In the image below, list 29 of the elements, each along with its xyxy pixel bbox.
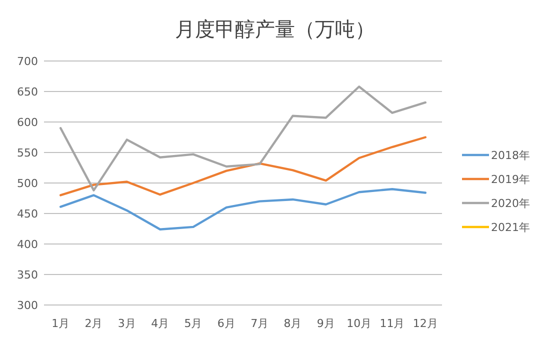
y-tick-label: 500	[17, 177, 38, 190]
legend-label: 2018年	[491, 149, 530, 162]
x-tick-label: 3月	[118, 317, 136, 330]
y-tick-label: 300	[17, 299, 38, 312]
x-tick-label: 5月	[184, 317, 202, 330]
x-tick-label: 11月	[380, 317, 405, 330]
y-tick-label: 350	[17, 268, 38, 282]
legend-label: 2020年	[491, 197, 530, 210]
x-tick-label: 6月	[217, 317, 236, 330]
y-tick-label: 700	[17, 55, 38, 68]
line-series	[59, 136, 427, 196]
line-series	[59, 188, 427, 230]
x-tick-label: 9月	[316, 317, 335, 330]
line-series	[59, 86, 427, 192]
x-tick-label: 7月	[250, 317, 269, 330]
x-tick-label: 4月	[151, 317, 170, 330]
legend-label: 2019年	[491, 173, 530, 186]
x-tick-label: 12月	[412, 317, 438, 330]
legend-label: 2021年	[491, 221, 530, 234]
y-tick-label: 650	[17, 86, 38, 98]
y-tick-label: 400	[17, 238, 38, 251]
y-tick-label: 450	[17, 208, 38, 220]
x-tick-label: 8月	[284, 317, 302, 330]
y-tick-label: 550	[17, 146, 38, 160]
y-tick-label: 600	[17, 116, 38, 129]
x-tick-label: 10月	[346, 317, 372, 330]
chart-title: 月度甲醇产量（万吨）	[175, 17, 375, 41]
x-tick-label: 1月	[52, 317, 70, 330]
x-tick-label: 2月	[84, 317, 103, 330]
